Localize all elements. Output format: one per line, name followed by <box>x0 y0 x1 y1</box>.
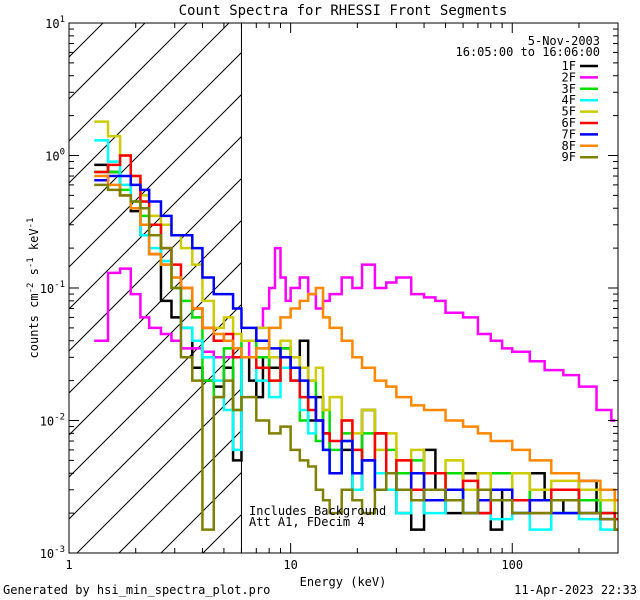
legend-label-2F: 2F <box>562 70 576 84</box>
legend: 5-Nov-2003 16:05:00 to 16:06:00 1F2F3F4F… <box>456 34 601 164</box>
legend-time-range: 16:05:00 to 16:06:00 <box>456 45 601 59</box>
background-note: Includes Background <box>249 504 386 518</box>
series-group <box>94 120 618 531</box>
hatch-line <box>69 23 146 100</box>
hatch-line <box>76 387 242 553</box>
generated-by-footer: Generated by hsi_min_spectra_plot.pro <box>3 583 270 597</box>
x-tick-label: 10 <box>283 558 297 572</box>
hatch-line <box>69 135 242 310</box>
detector-threshold-hatch <box>0 0 640 553</box>
legend-label-9F: 9F <box>562 150 576 164</box>
hatch-line <box>69 23 104 58</box>
hatch-line <box>455 0 640 553</box>
y-axis-ticks <box>69 28 618 554</box>
legend-label-3F: 3F <box>562 82 576 96</box>
y-tick-label: 100 <box>45 148 65 164</box>
timestamp-footer: 11-Apr-2023 22:33 <box>514 583 637 597</box>
hatch-line <box>413 0 640 553</box>
hatch-line <box>539 0 640 553</box>
y-tick-label: 10-2 <box>40 413 65 429</box>
series-line-9F <box>94 183 618 531</box>
hatch-line <box>69 177 242 352</box>
series-line-4F <box>94 139 618 531</box>
x-tick-label: 100 <box>501 558 523 572</box>
y-tick-label: 10-1 <box>40 280 65 296</box>
hatch-line <box>623 0 640 553</box>
legend-label-6F: 6F <box>562 116 576 130</box>
series-line-6F <box>94 154 618 521</box>
attenuator-note: Att A1, FDecim 4 <box>249 515 365 529</box>
hatch-line <box>0 0 7 553</box>
hatch-line <box>0 0 49 553</box>
x-axis-tick-labels: 1 10 100 <box>65 558 523 572</box>
hatch-line <box>69 261 242 436</box>
legend-label-4F: 4F <box>562 93 576 107</box>
series-line-3F <box>94 170 618 521</box>
hatch-line <box>69 303 242 478</box>
legend-label-1F: 1F <box>562 59 576 73</box>
legend-date: 5-Nov-2003 <box>528 34 600 48</box>
hatch-line <box>69 23 230 184</box>
x-axis-label: Energy (keV) <box>300 575 387 589</box>
hatch-line <box>69 51 242 226</box>
y-axis-label: counts cm-2 s-1 keV-1 <box>26 218 41 359</box>
hatch-line <box>69 23 188 142</box>
legend-label-5F: 5F <box>562 105 576 119</box>
legend-label-8F: 8F <box>562 139 576 153</box>
chart-title: Count Spectra for RHESSI Front Segments <box>179 3 508 19</box>
y-tick-label: 101 <box>45 15 65 31</box>
hatch-line <box>69 219 242 394</box>
series-line-7F <box>94 174 618 531</box>
y-tick-label: 10-3 <box>40 545 65 561</box>
hatch-line <box>0 0 91 553</box>
x-tick-label: 1 <box>65 558 72 572</box>
hatch-line <box>118 429 242 553</box>
legend-label-7F: 7F <box>562 127 576 141</box>
x-axis-ticks <box>68 23 619 553</box>
y-axis-tick-labels: 10-3 10-2 10-1 100 101 <box>40 15 65 561</box>
hatch-line <box>581 0 640 553</box>
hatch-line <box>69 345 242 520</box>
series-line-8F <box>94 174 618 502</box>
